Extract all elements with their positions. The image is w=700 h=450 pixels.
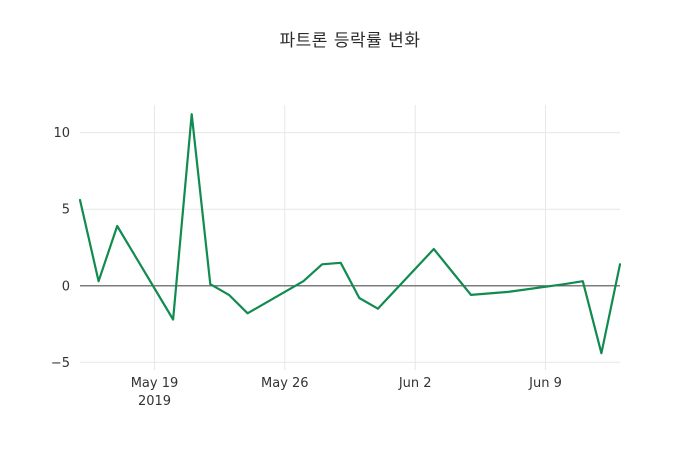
x-tick-label: Jun 2 — [398, 376, 432, 391]
x-tick-label: May 19 — [131, 376, 179, 391]
x-tick-label: Jun 9 — [528, 376, 562, 391]
y-tick-label: 0 — [62, 279, 70, 294]
chart-title: 파트론 등락률 변화 — [279, 31, 421, 51]
x-tick-label: May 26 — [261, 376, 309, 391]
y-tick-label: −5 — [51, 356, 70, 371]
x-tick-sublabel: 2019 — [138, 394, 171, 409]
y-tick-label: 10 — [53, 126, 70, 141]
y-tick-label: 5 — [62, 203, 70, 218]
series-line — [78, 113, 622, 355]
